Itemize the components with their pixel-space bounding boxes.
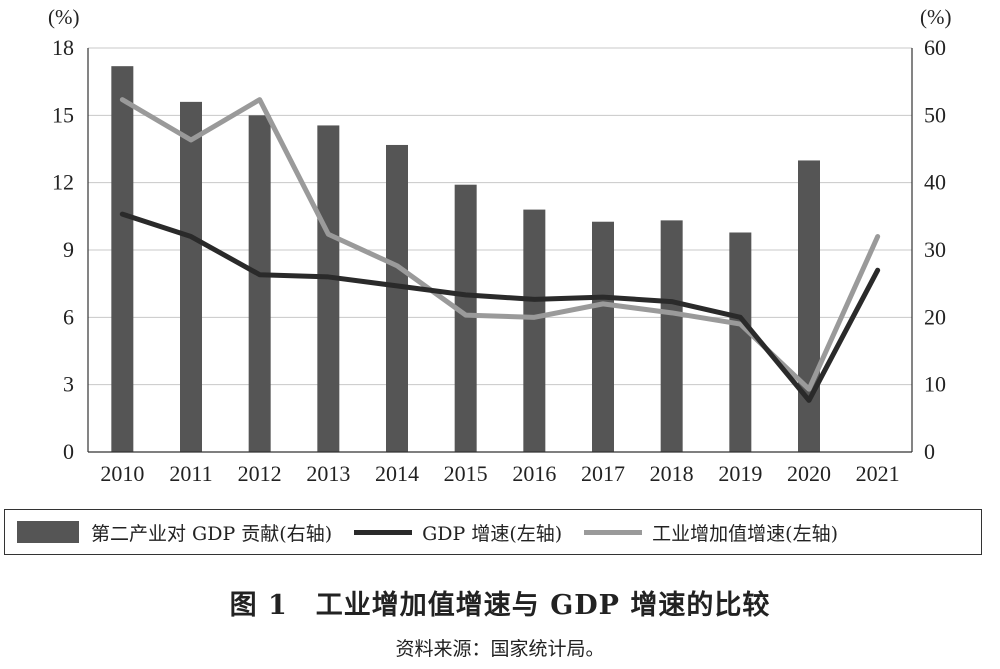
x-tick-label: 2017 [581,461,625,486]
legend-label-bars: 第二产业对 GDP 贡献(右轴) [91,522,333,545]
left-tick-label: 12 [52,170,74,195]
x-tick-label: 2019 [718,461,762,486]
x-tick-label: 2013 [306,461,350,486]
left-tick-label: 18 [52,35,74,60]
left-tick-label: 3 [63,372,74,397]
bar [386,144,408,452]
right-tick-label: 0 [924,439,935,464]
x-tick-label: 2015 [444,461,488,486]
left-axis-unit: (%) [48,5,79,29]
right-tick-label: 10 [924,372,946,397]
bar [180,101,202,452]
x-tick-label: 2011 [169,461,212,486]
legend-item-industry: 工业增加值增速(左轴) [584,519,838,546]
left-tick-label: 6 [63,304,74,329]
legend-swatch-industry [584,529,643,535]
bar [454,184,477,453]
bar [660,220,683,452]
x-tick-label: 2012 [238,461,282,486]
bar [317,125,340,452]
x-tick-label: 2018 [650,461,694,486]
bar [798,160,820,453]
x-tick-label: 2020 [787,461,831,486]
left-tick-label: 15 [52,102,74,127]
line-series [119,97,881,403]
bar [523,209,546,452]
legend-item-bars: 第二产业对 GDP 贡献(右轴) [5,519,332,546]
bar-series [111,66,820,453]
x-tick-label: 2016 [512,461,556,486]
axes: 0 3 6 9 12 15 18 0 10 20 30 40 50 60 2010 2011 2012 2013 2… [52,35,946,486]
right-tick-label: 30 [924,237,946,262]
legend-label-gdp: GDP 增速(左轴) [422,522,563,545]
bar [111,66,134,453]
legend-swatch-bars [17,521,79,543]
legend-item-gdp: GDP 增速(左轴) [354,519,562,546]
left-tick-label: 0 [63,439,74,464]
x-tick-label: 2010 [100,461,144,486]
bar [592,221,614,452]
gdp-growth-line [119,211,881,403]
right-tick-label: 50 [924,102,946,127]
right-axis-unit: (%) [920,5,951,29]
chart: 0 3 6 9 12 15 18 0 10 20 30 40 50 60 2010 2011 2012 2013 2… [48,5,951,486]
right-tick-label: 40 [924,170,946,195]
left-tick-label: 9 [63,237,74,262]
right-tick-label: 20 [924,304,946,329]
bar [248,115,271,452]
x-tick-label: 2014 [375,461,419,486]
x-tick-label: 2021 [856,461,900,486]
legend-swatch-gdp [354,529,413,535]
legend-label-industry: 工业增加值增速(左轴) [652,522,838,545]
figure-source: 资料来源：国家统计局。 [395,638,605,660]
bar [729,232,752,452]
right-tick-label: 60 [924,35,946,60]
legend: 第二产业对 GDP 贡献(右轴) GDP 增速(左轴) 工业增加值增速(左轴) [4,509,982,555]
figure-title: 图 1 工业增加值增速与 GDP 增速的比较 [229,590,771,621]
